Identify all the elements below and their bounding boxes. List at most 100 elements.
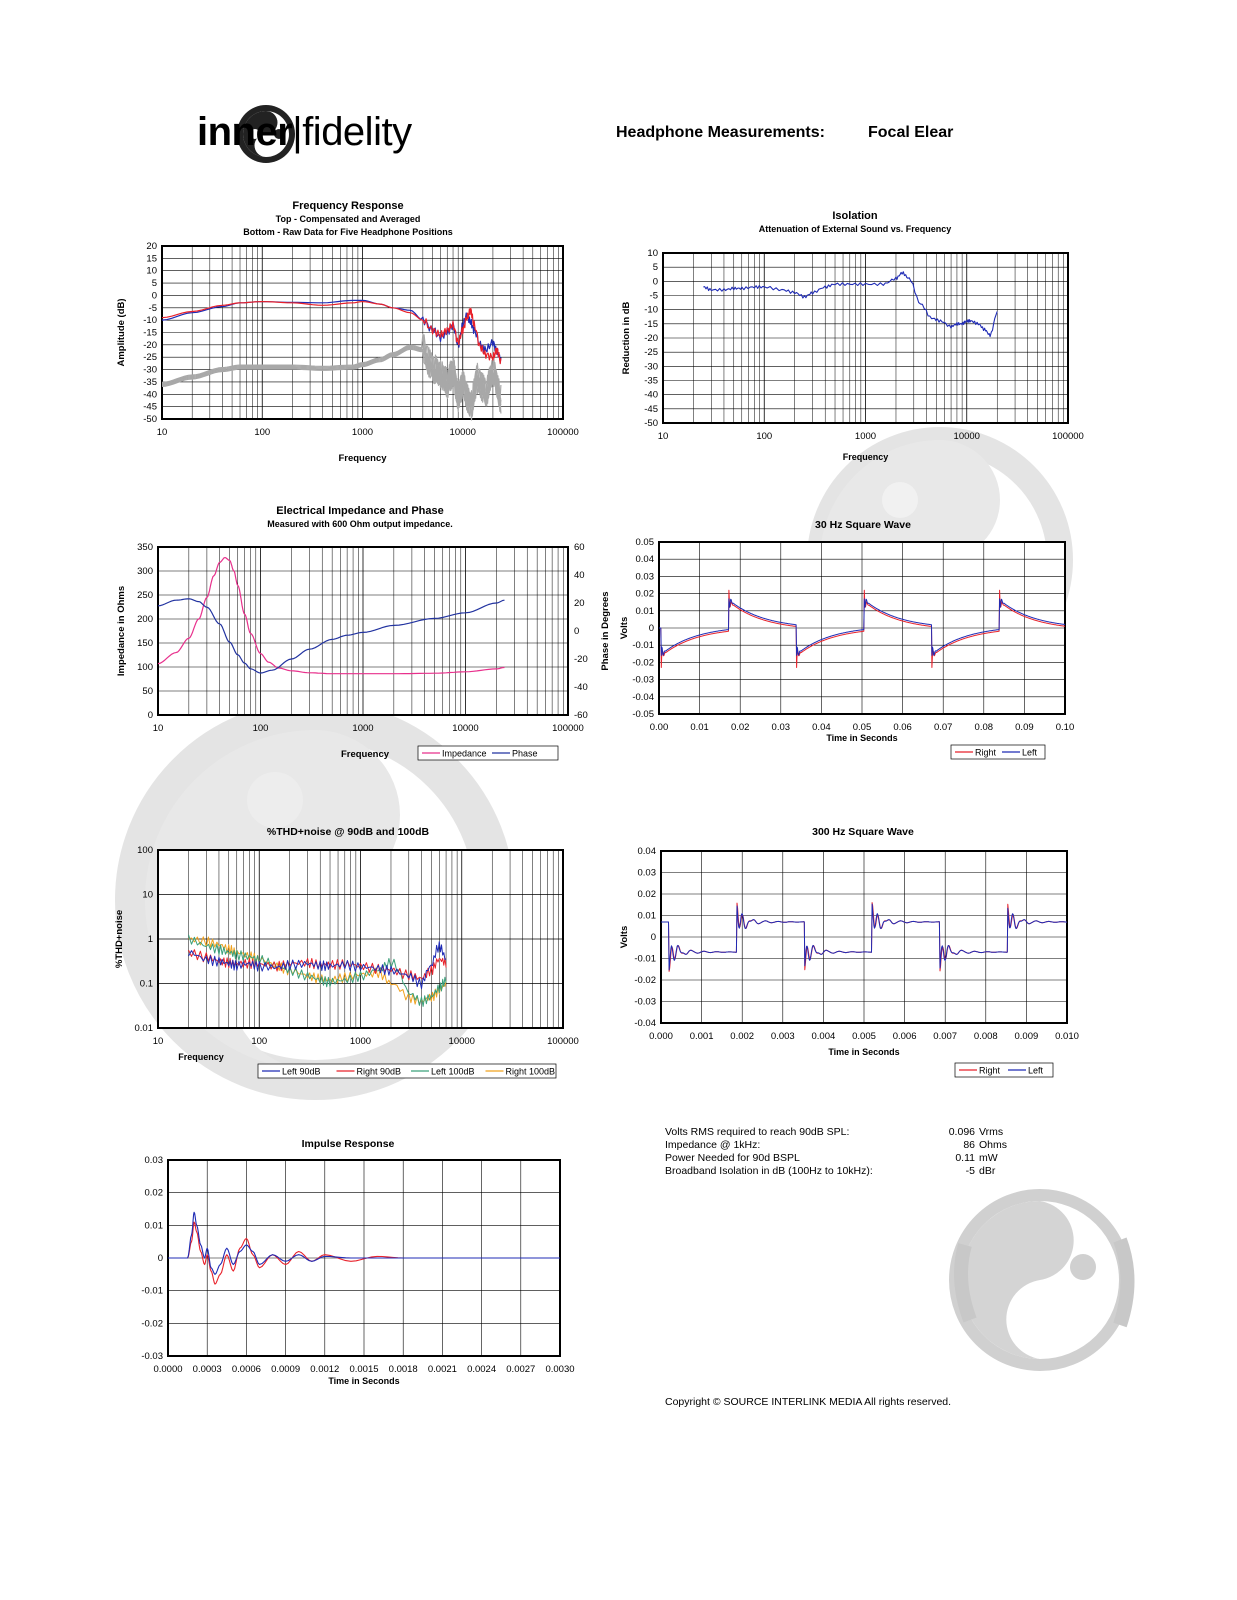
y2-axis-label: Phase in Degrees	[600, 591, 611, 670]
y-axis-label: Impedance in Ohms	[116, 586, 127, 676]
y-tick-label: -25	[143, 352, 157, 363]
x-tick-label: 0.001	[690, 1031, 714, 1042]
x-tick-label: 0.01	[690, 722, 709, 733]
y-tick-label: -20	[574, 654, 588, 665]
x-axis-label: Time in Seconds	[826, 733, 897, 743]
y-tick-label: -0.01	[632, 640, 654, 651]
x-axis-label: Time in Seconds	[328, 1376, 399, 1386]
y-tick-label: 0	[653, 276, 658, 287]
summary-label: Power Needed for 90d BSPL	[665, 1152, 800, 1164]
y-tick-label: -0.03	[632, 675, 654, 686]
legend-label: Right	[975, 748, 997, 758]
y-tick-label: -35	[143, 377, 157, 388]
y-tick-label: 0.03	[638, 868, 657, 879]
y-axis-label: Amplitude (dB)	[116, 298, 127, 366]
x-tick-label: 10	[153, 1036, 164, 1047]
y-tick-label: -15	[644, 319, 658, 330]
y-tick-label: 350	[137, 542, 153, 553]
x-axis-label: Frequency	[338, 453, 387, 464]
y-tick-label: -40	[644, 390, 658, 401]
y-tick-label: 0.01	[638, 911, 657, 922]
y-tick-label: 50	[142, 686, 153, 697]
x-tick-label: 10000	[954, 431, 980, 442]
thd-noise-chart: %THD+noise @ 90dB and 100dB 100 10 1 0.1 0.01…	[114, 826, 579, 1079]
chart-title: 30 Hz Square Wave	[815, 519, 911, 531]
y-tick-label: 0	[651, 932, 656, 943]
x-tick-label: 0.002	[730, 1031, 754, 1042]
y-tick-label: -0.05	[632, 709, 654, 720]
header-model: Focal Elear	[868, 124, 954, 141]
x-tick-label: 0.005	[852, 1031, 876, 1042]
y-tick-label: -40	[143, 389, 157, 400]
y-tick-label: -0.01	[141, 1286, 163, 1297]
compensated-series-line	[161, 301, 502, 365]
y-tick-label: -0.03	[141, 1351, 163, 1362]
x-tick-label: 0.05	[853, 722, 872, 733]
y-tick-label: -0.04	[634, 1018, 656, 1029]
y-tick-label: -20	[644, 333, 658, 344]
x-tick-label: 0.0006	[232, 1364, 261, 1375]
copyright-text: Copyright © SOURCE INTERLINK MEDIA All r…	[665, 1396, 952, 1408]
x-tick-label: 1000	[350, 1036, 371, 1047]
header-label: Headphone Measurements:	[616, 124, 825, 141]
chart-subtitle: Attenuation of External Sound vs. Freque…	[759, 224, 952, 234]
x-tick-label: 100000	[1052, 431, 1084, 442]
y-tick-label: -30	[644, 361, 658, 372]
x-axis-label: Time in Seconds	[828, 1047, 899, 1057]
impulse-series-line	[168, 1221, 560, 1285]
x-tick-label: 10000	[449, 1036, 475, 1047]
x-axis-label: Frequency	[843, 452, 889, 462]
legend-label: Left	[1028, 1066, 1044, 1076]
summary-value: 0.11	[955, 1152, 975, 1164]
x-tick-label: 0.010	[1055, 1031, 1079, 1042]
x-tick-label: 0.003	[771, 1031, 795, 1042]
phase-series-line	[157, 598, 505, 674]
y-tick-label: 0.01	[135, 1023, 154, 1034]
summary-label: Volts RMS required to reach 90dB SPL:	[665, 1126, 850, 1138]
x-tick-label: 0.08	[975, 722, 994, 733]
x-tick-label: 0.0027	[506, 1364, 535, 1375]
y-tick-label: -35	[644, 376, 658, 387]
x-tick-label: 0.008	[974, 1031, 998, 1042]
yin-yang-logo-icon	[237, 105, 295, 163]
legend-label: Left 100dB	[431, 1067, 475, 1077]
legend-box	[257, 1063, 557, 1079]
summary-unit: Ohms	[979, 1139, 1008, 1151]
legend-label: Impedance	[442, 749, 487, 759]
raw-series-line	[161, 346, 502, 411]
y-tick-label: -0.02	[141, 1318, 163, 1329]
chart-subtitle: Bottom - Raw Data for Five Headphone Pos…	[243, 227, 453, 237]
y-tick-label: 0	[152, 290, 157, 301]
y-tick-label: -0.04	[632, 692, 654, 703]
square-wave-series-line	[661, 903, 1067, 971]
y-tick-label: 0.04	[638, 846, 657, 857]
frequency-response-chart: Frequency Response Top - Compensated and …	[116, 200, 579, 464]
x-tick-label: 1000	[352, 723, 373, 734]
summary-label: Broadband Isolation in dB (100Hz to 10kH…	[665, 1165, 873, 1177]
x-tick-label: 0.07	[934, 722, 953, 733]
legend-label: Right	[979, 1066, 1001, 1076]
y-tick-label: 15	[146, 253, 157, 264]
x-tick-label: 0.10	[1056, 722, 1075, 733]
y-axis-label: Volts	[619, 926, 630, 949]
y-tick-label: -45	[644, 404, 658, 415]
y-tick-label: -60	[574, 710, 588, 721]
y-tick-label: -5	[650, 291, 658, 302]
impedance-phase-chart: Electrical Impedance and Phase Measured w…	[116, 505, 611, 761]
y-tick-label: 60	[574, 542, 585, 553]
y-tick-label: -50	[143, 414, 157, 425]
x-tick-label: 0.02	[731, 722, 750, 733]
x-tick-label: 10000	[452, 723, 478, 734]
raw-series-line	[161, 334, 502, 417]
x-tick-label: 100000	[547, 427, 579, 438]
summary-unit: dBr	[979, 1165, 996, 1177]
x-tick-label: 0.0030	[545, 1364, 574, 1375]
impedance-series-line	[157, 557, 505, 675]
y-tick-label: -50	[644, 418, 658, 429]
x-tick-label: 100	[756, 431, 772, 442]
brand-bold: inner	[197, 110, 293, 154]
y-tick-label: 0.1	[140, 979, 153, 990]
summary-value: 0.096	[948, 1126, 975, 1138]
x-tick-label: 0.007	[933, 1031, 957, 1042]
y-tick-label: 40	[574, 570, 585, 581]
